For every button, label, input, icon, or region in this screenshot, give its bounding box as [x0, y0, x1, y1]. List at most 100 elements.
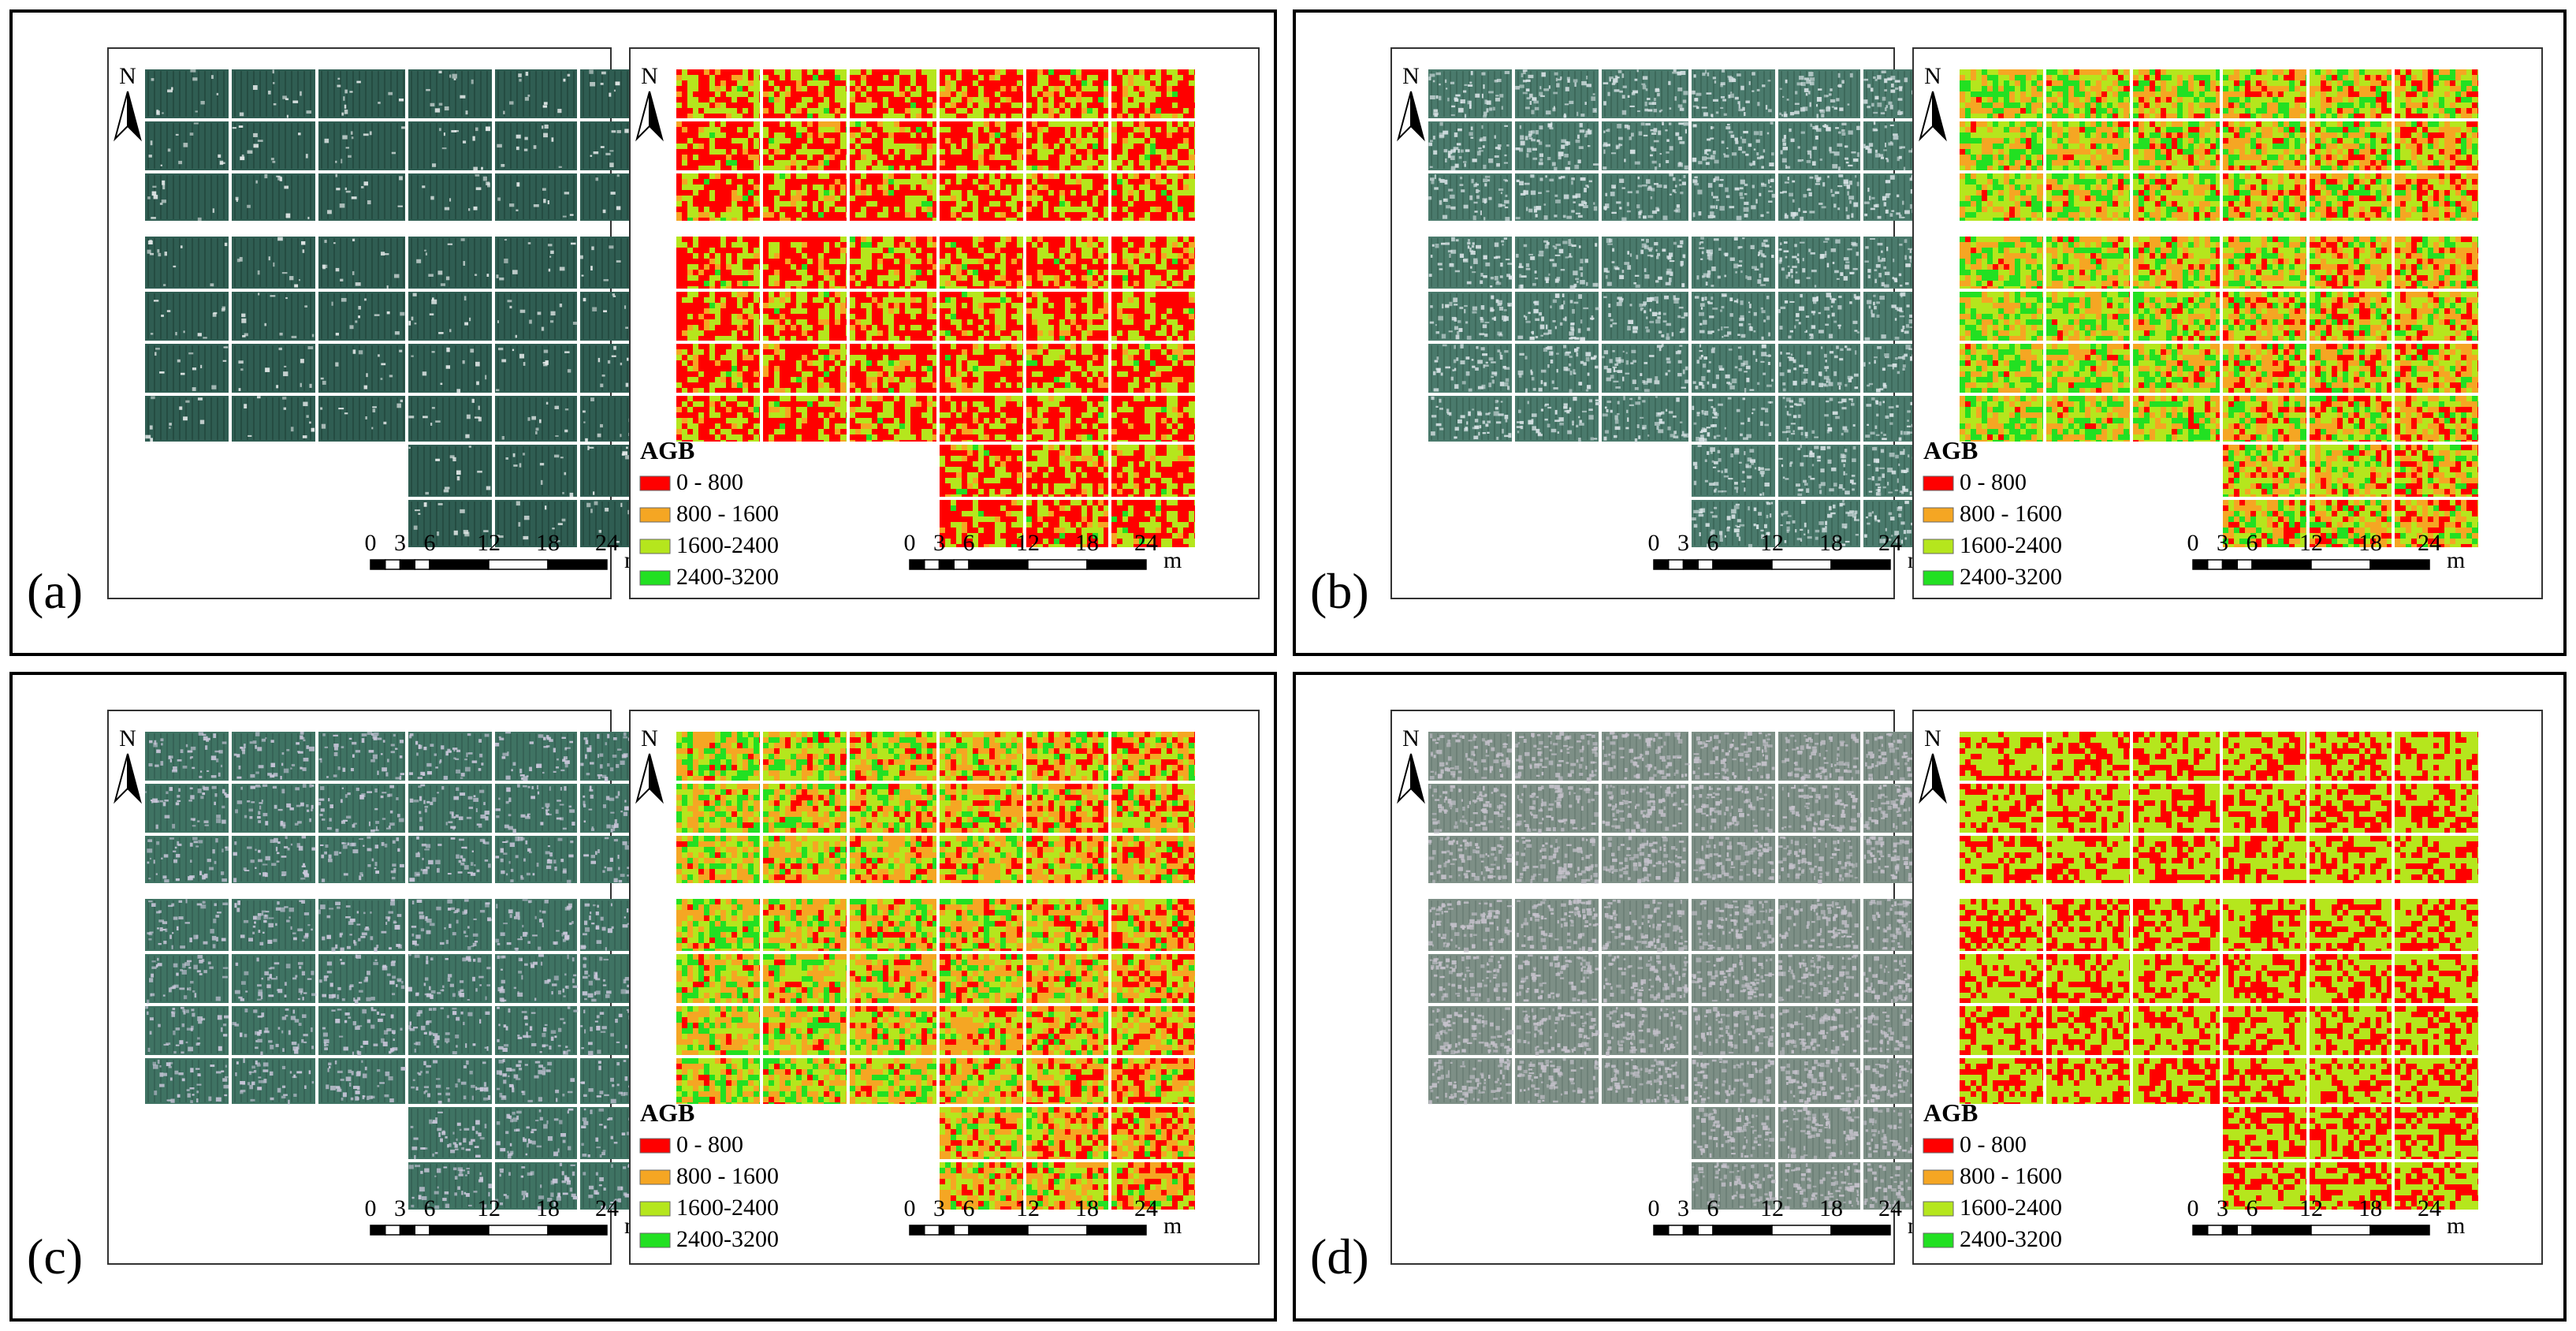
- field-plot: [408, 396, 492, 442]
- field-plot: [763, 954, 847, 1003]
- field-plot: [1026, 173, 1108, 221]
- field-plot: [2395, 121, 2478, 170]
- legend-label: 1600-2400: [676, 532, 779, 558]
- field-plot: [408, 1107, 492, 1160]
- field-plot: [1026, 237, 1108, 289]
- field-plot: [495, 445, 577, 498]
- field-plot: [232, 899, 315, 951]
- field-plot: [940, 500, 1023, 547]
- field-plot: [1515, 732, 1599, 782]
- scale-tick: 0: [1648, 530, 1660, 556]
- field-plot: [495, 836, 577, 883]
- field-plot: [318, 396, 405, 442]
- scale-tick: 12: [2299, 1195, 2323, 1221]
- field-plot: [1515, 396, 1600, 442]
- scale-tick: 3: [394, 1195, 406, 1221]
- field-plot: [2133, 292, 2220, 341]
- field-plot: [232, 173, 315, 221]
- scale-tick: 3: [394, 530, 406, 556]
- rgb-image-frame: N036121824m: [1390, 47, 1949, 599]
- field-plot: [2223, 1058, 2306, 1104]
- field-plot: [318, 237, 405, 289]
- north-arrow-icon: N: [114, 63, 142, 142]
- north-label: N: [1402, 63, 1420, 89]
- field-plot: [1778, 899, 1860, 951]
- field-plot: [1111, 121, 1195, 170]
- field-plot: [408, 445, 492, 497]
- field-plot: [676, 1058, 760, 1104]
- field-plot: [940, 121, 1023, 170]
- legend-label: 1600-2400: [1960, 532, 2062, 558]
- field-plot: [1428, 1058, 1512, 1105]
- field-plot: [495, 396, 577, 442]
- field-plot: [763, 899, 847, 951]
- field-plot: [1026, 1162, 1108, 1210]
- scale-tick: 3: [1677, 1195, 1689, 1221]
- field-plot: [2223, 784, 2306, 833]
- field-plot: [1111, 500, 1195, 547]
- field-plot: [1111, 292, 1195, 341]
- legend-swatch: [639, 1201, 671, 1217]
- legend-label: 1600-2400: [1960, 1195, 2062, 1221]
- field-plot: [1428, 396, 1512, 442]
- field-plot: [495, 292, 578, 341]
- field-plot: [1111, 1162, 1195, 1210]
- legend-swatch: [1923, 539, 1954, 554]
- field-plot: [2395, 500, 2478, 547]
- field-plot: [1602, 292, 1688, 341]
- field-plot: [2310, 954, 2392, 1003]
- agb-map: [1960, 732, 2478, 1210]
- field-plot: [1960, 1006, 2043, 1055]
- field-plot: [1778, 732, 1860, 781]
- field-plot: [408, 954, 492, 1003]
- field-plot: [1602, 237, 1688, 289]
- legend-label: 0 - 800: [676, 1132, 743, 1158]
- rgb-image-frame: N036121824m: [107, 47, 664, 599]
- field-plot: [2223, 121, 2306, 170]
- field-plot: [850, 292, 936, 341]
- north-label: N: [641, 725, 658, 751]
- field-plot: [1778, 1162, 1860, 1210]
- field-plot: [1960, 173, 2043, 221]
- field-plot: [232, 784, 315, 833]
- field-plot: [2310, 69, 2392, 118]
- field-plot: [1778, 121, 1860, 171]
- field-plot: [1111, 69, 1195, 118]
- field-plot: [850, 954, 936, 1003]
- field-plot: [1515, 173, 1599, 221]
- scale-unit: m: [2447, 1213, 2465, 1239]
- field-plot: [1778, 173, 1860, 222]
- field-plot: [495, 899, 577, 952]
- agb-map-frame: N AGB 0 - 800 800 - 1600 1600-2400 2400-3200 0…: [629, 47, 1260, 599]
- legend-swatch: [1923, 507, 1954, 523]
- field-plot: [1111, 1107, 1195, 1159]
- field-plot: [2223, 237, 2306, 289]
- agb-legend: AGB 0 - 800 800 - 1600 1600-2400 2400-3200: [639, 1098, 779, 1252]
- field-plot: [495, 1162, 578, 1211]
- scale-tick: 18: [2358, 1195, 2382, 1221]
- field-plot: [1515, 121, 1599, 171]
- field-plot: [1602, 954, 1689, 1004]
- field-plot: [495, 500, 577, 547]
- scale-tick: 24: [2418, 530, 2441, 556]
- field-plot: [1602, 344, 1689, 393]
- legend-label: 2400-3200: [1960, 564, 2062, 590]
- field-plot: [676, 237, 760, 289]
- field-plot: [763, 1058, 847, 1104]
- field-plot: [2395, 292, 2478, 341]
- legend-swatch: [639, 1169, 671, 1185]
- field-plot: [2310, 121, 2392, 170]
- field-plot: [2223, 173, 2306, 221]
- field-plot: [232, 69, 315, 118]
- field-plot: [1778, 784, 1862, 833]
- field-plot: [1026, 69, 1108, 118]
- scale-unit: m: [1163, 1213, 1182, 1239]
- field-plot: [1778, 396, 1860, 442]
- scale-tick: 12: [1016, 530, 1040, 556]
- scale-tick: 24: [2418, 1195, 2441, 1221]
- field-plot: [1111, 836, 1195, 883]
- rgb-mosaic: [1428, 732, 1949, 1210]
- field-plot: [2223, 954, 2306, 1003]
